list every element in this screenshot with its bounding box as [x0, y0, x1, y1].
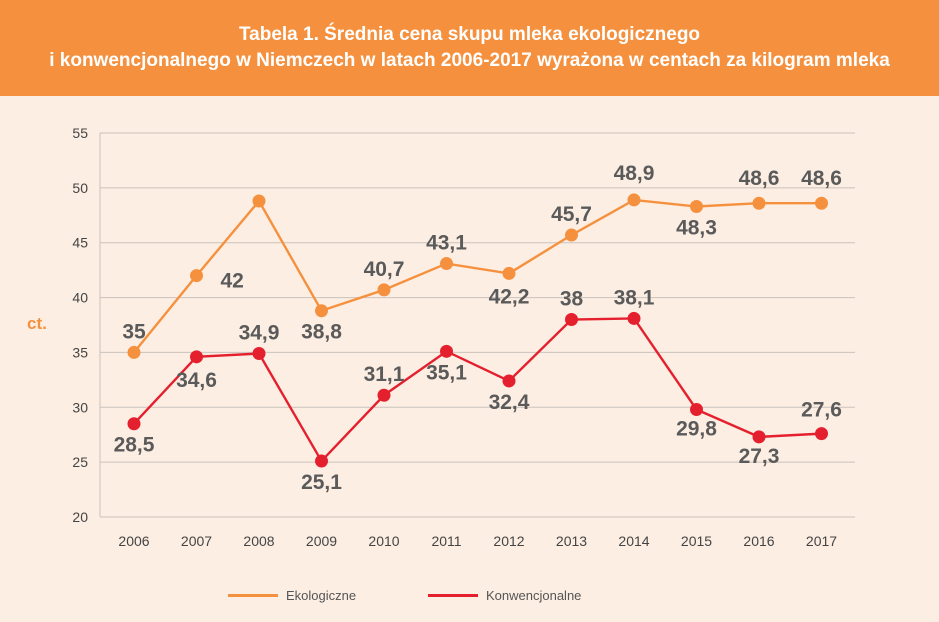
y-tick-label-50: 50 [72, 180, 88, 196]
data-point-eco-2016 [752, 196, 766, 210]
data-label-eco-2011: 43,1 [426, 232, 467, 255]
chart-title-line-2: i konwencjonalnego w Niemczech w latach … [49, 50, 890, 71]
y-tick-label-40: 40 [72, 290, 88, 306]
data-label-conv-2014: 38,1 [614, 286, 655, 309]
data-point-eco-2006 [127, 345, 141, 359]
data-point-conv-2013 [565, 313, 578, 327]
data-label-eco-2009: 38,8 [301, 321, 342, 344]
chart-title-line-1: Tabela 1. Średnia cena skupu mleka ekolo… [238, 24, 701, 45]
data-point-conv-2012 [502, 374, 516, 388]
data-label-conv-2008: 34,9 [239, 322, 280, 345]
data-point-eco-2008 [252, 194, 266, 208]
data-point-conv-2006 [127, 417, 141, 431]
data-point-eco-2014 [627, 193, 641, 207]
data-label-eco-2010: 40,7 [364, 258, 405, 281]
data-label-conv-2011: 35,1 [426, 361, 467, 384]
x-tick-label-2015: 2015 [681, 533, 712, 549]
x-tick-label-2006: 2006 [118, 533, 149, 549]
data-label-eco-2012: 42,2 [489, 285, 530, 308]
legend-label-conv: Konwencjonalne [486, 588, 582, 603]
data-point-eco-2012 [502, 266, 516, 280]
legend: Ekologiczne Konwencjonalne [0, 588, 939, 612]
data-point-eco-2015 [690, 200, 703, 214]
data-point-conv-2010 [377, 388, 391, 402]
y-tick-label-20: 20 [72, 509, 88, 525]
data-point-conv-2009 [315, 454, 328, 468]
legend-swatch-eco [228, 594, 278, 597]
data-point-eco-2007 [190, 269, 203, 283]
x-tick-label-2017: 2017 [806, 533, 837, 549]
x-tick-label-2016: 2016 [743, 533, 774, 549]
legend-item-eco: Ekologiczne [228, 588, 356, 603]
y-tick-label-35: 35 [72, 344, 88, 360]
data-point-eco-2013 [565, 228, 578, 242]
data-point-conv-2014 [627, 311, 641, 325]
x-tick-label-2011: 2011 [431, 533, 461, 549]
x-tick-label-2008: 2008 [243, 533, 274, 549]
data-point-eco-2017 [815, 196, 828, 210]
legend-swatch-conv [428, 594, 478, 597]
data-point-eco-2011 [440, 257, 453, 271]
data-point-conv-2011 [440, 344, 453, 358]
data-label-conv-2015: 29,8 [676, 417, 717, 440]
x-tick-label-2010: 2010 [368, 533, 399, 549]
x-tick-label-2014: 2014 [618, 533, 649, 549]
data-label-eco-2017: 48,6 [801, 167, 842, 190]
chart-title-bar: Tabela 1. Średnia cena skupu mleka ekolo… [0, 0, 939, 96]
data-point-conv-2015 [690, 402, 703, 416]
series-line-eco [133, 198, 822, 354]
series-line-conv [133, 317, 822, 464]
data-label-conv-2007: 34,6 [176, 369, 217, 392]
data-point-conv-2016 [752, 430, 766, 444]
x-tick-label-2013: 2013 [556, 533, 587, 549]
y-tick-label-25: 25 [72, 454, 88, 470]
y-tick-label-30: 30 [72, 399, 88, 415]
data-label-eco-2006: 35 [122, 320, 146, 343]
data-label-eco-2015: 48,3 [676, 217, 717, 240]
x-tick-label-2007: 2007 [181, 533, 212, 549]
data-label-eco-2007: 42 [221, 270, 244, 293]
data-point-eco-2009 [315, 304, 328, 318]
data-label-conv-2009: 25,1 [301, 471, 342, 494]
y-axis-title: ct. [27, 314, 47, 333]
data-label-eco-2013: 45,7 [551, 203, 592, 226]
y-tick-label-45: 45 [72, 235, 88, 251]
data-label-eco-2014: 48,9 [614, 162, 655, 185]
legend-label-eco: Ekologiczne [286, 588, 357, 603]
data-point-eco-2010 [377, 283, 391, 297]
data-label-conv-2006: 28,5 [114, 434, 155, 457]
data-point-conv-2007 [190, 350, 203, 364]
y-tick-label-55: 55 [72, 125, 88, 141]
x-tick-label-2009: 2009 [306, 533, 337, 549]
data-point-conv-2008 [252, 347, 266, 361]
legend-item-conv: Konwencjonalne [428, 588, 581, 603]
x-tick-label-2012: 2012 [493, 533, 524, 549]
data-label-conv-2016: 27,3 [739, 445, 780, 468]
data-label-eco-2016: 48,6 [739, 167, 780, 190]
data-label-conv-2010: 31,1 [364, 363, 405, 386]
data-label-conv-2012: 32,4 [489, 391, 530, 414]
data-label-conv-2013: 38 [560, 288, 584, 311]
data-label-conv-2017: 27,6 [801, 399, 842, 422]
data-point-conv-2017 [815, 427, 828, 441]
